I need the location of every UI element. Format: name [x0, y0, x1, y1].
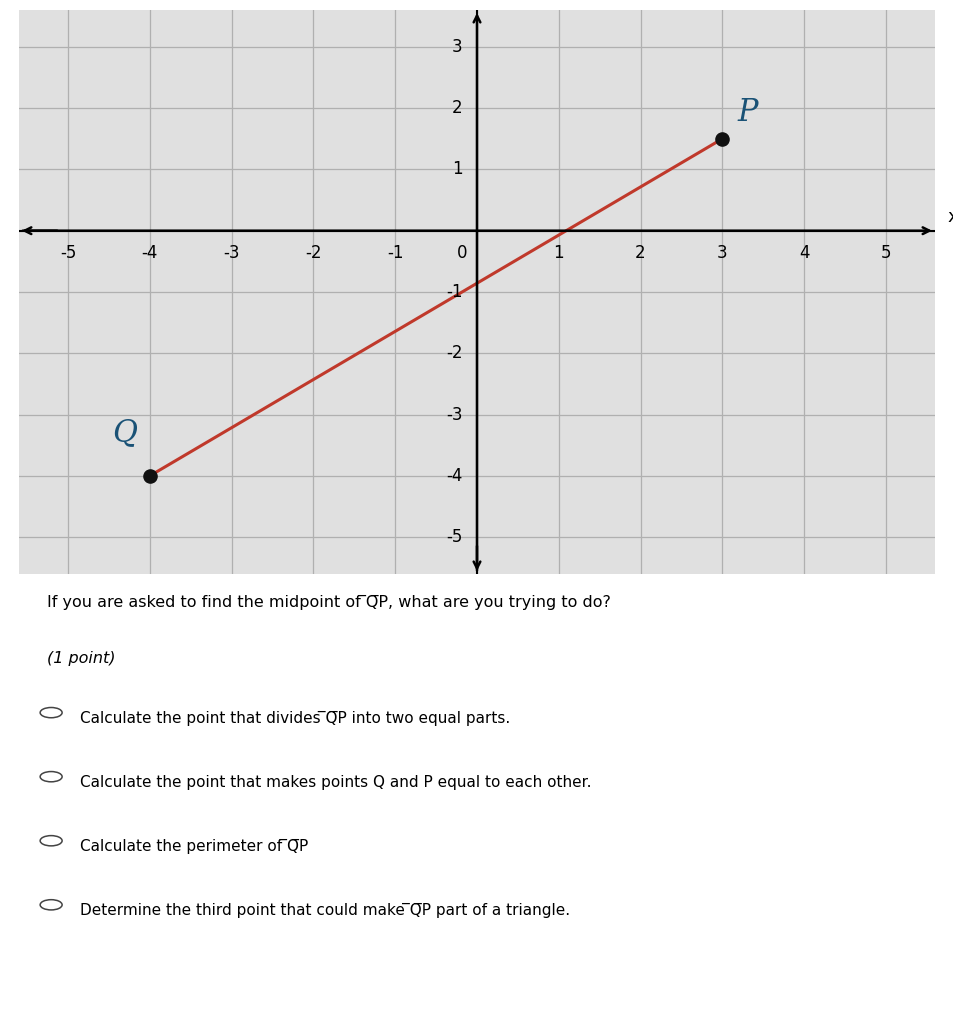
Text: Q: Q [112, 418, 137, 448]
Point [714, 130, 729, 147]
Text: -1: -1 [445, 283, 462, 301]
Text: P: P [737, 97, 757, 127]
Text: -4: -4 [142, 245, 158, 262]
Text: 3: 3 [717, 245, 727, 262]
Text: 3: 3 [451, 37, 462, 56]
Text: 1: 1 [451, 161, 462, 178]
Point [142, 468, 157, 484]
Text: Determine the third point that could make ̅Q̅P part of a triangle.: Determine the third point that could mak… [80, 903, 570, 918]
Text: -5: -5 [445, 528, 462, 546]
Text: 5: 5 [880, 245, 890, 262]
Text: (1 point): (1 point) [47, 651, 115, 665]
Text: -4: -4 [445, 467, 462, 485]
Text: 0: 0 [456, 245, 467, 262]
Text: 4: 4 [798, 245, 808, 262]
Text: Calculate the perimeter of ̅Q̅P: Calculate the perimeter of ̅Q̅P [80, 838, 309, 853]
Text: -3: -3 [445, 405, 462, 424]
Text: Calculate the point that divides ̅Q̅P into two equal parts.: Calculate the point that divides ̅Q̅P in… [80, 711, 510, 726]
Text: Calculate the point that makes points Q and P equal to each other.: Calculate the point that makes points Q … [80, 774, 591, 790]
Text: -5: -5 [60, 245, 76, 262]
Text: If you are asked to find the midpoint of ̅Q̅P, what are you trying to do?: If you are asked to find the midpoint of… [47, 595, 610, 611]
Text: -2: -2 [305, 245, 321, 262]
Text: 2: 2 [635, 245, 645, 262]
Text: x: x [946, 208, 953, 225]
Text: -1: -1 [387, 245, 403, 262]
Text: 2: 2 [451, 99, 462, 117]
Text: 1: 1 [553, 245, 563, 262]
Text: -2: -2 [445, 344, 462, 362]
Text: -3: -3 [223, 245, 240, 262]
